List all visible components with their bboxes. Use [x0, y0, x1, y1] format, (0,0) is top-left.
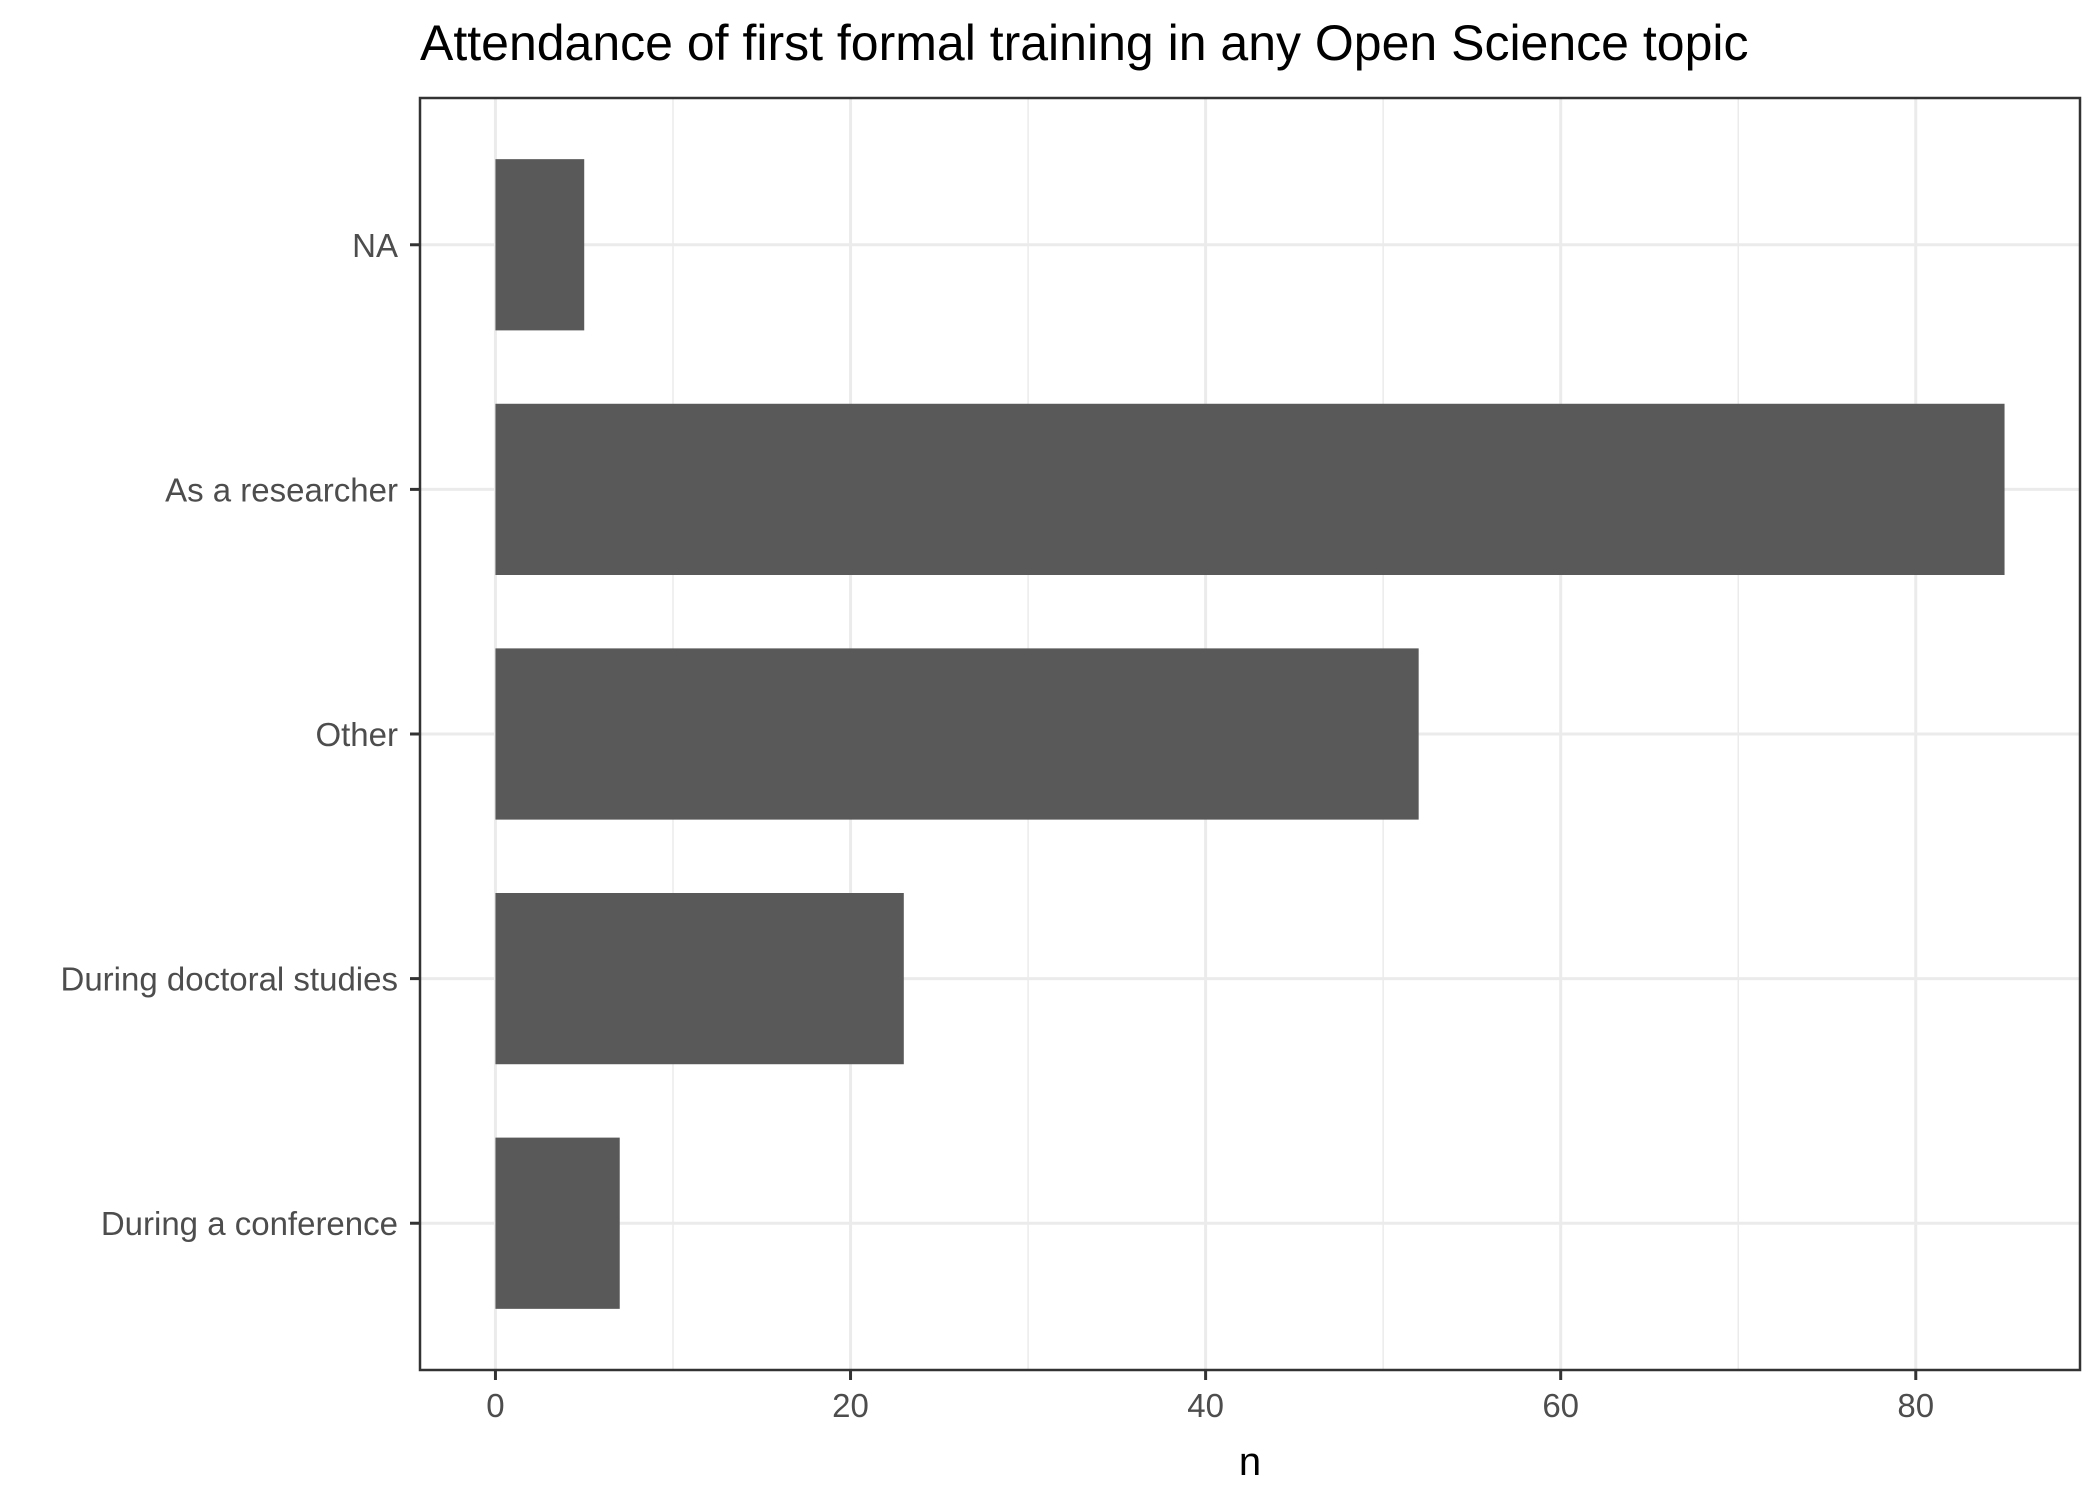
bar [495, 1137, 620, 1309]
x-tick-label: 0 [486, 1387, 504, 1424]
x-tick-label: 40 [1187, 1387, 1224, 1424]
x-tick-label: 80 [1897, 1387, 1934, 1424]
x-tick-label: 60 [1542, 1387, 1579, 1424]
bars [495, 159, 2005, 1309]
y-axis: During a conference During doctoral studi… [60, 227, 420, 1242]
y-tick-label: Other [315, 716, 398, 753]
bar [495, 403, 2005, 575]
x-axis-title: n [1239, 1440, 1261, 1484]
x-tick-label: 20 [832, 1387, 869, 1424]
chart-title: Attendance of first formal training in a… [420, 15, 1749, 71]
y-tick-label: NA [352, 227, 398, 264]
bar [495, 159, 585, 331]
bar [495, 648, 1419, 820]
y-tick-label: During doctoral studies [60, 961, 398, 998]
y-tick-label: During a conference [101, 1205, 398, 1242]
y-tick-label: As a researcher [165, 471, 398, 508]
x-axis: 0 20 40 60 80 [486, 1370, 1934, 1424]
bar [495, 893, 904, 1065]
